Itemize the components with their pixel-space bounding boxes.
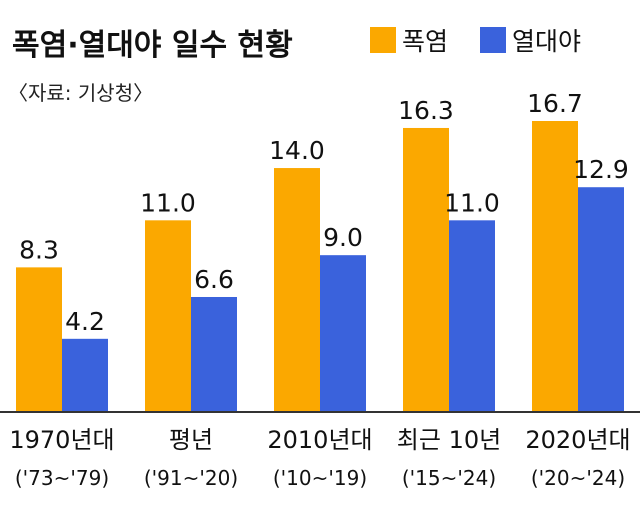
value-label-tropical-night-2: 9.0 [323,223,363,252]
value-label-heatwave-2: 14.0 [269,136,325,165]
category-sublabel-2: ('10~'19) [273,466,367,490]
bar-tropical-night-2 [320,255,366,412]
value-label-heatwave-1: 11.0 [140,188,196,217]
legend-label-heatwave: 폭염 [402,27,448,56]
value-label-heatwave-4: 16.7 [527,89,583,118]
bar-heatwave-1 [145,220,191,412]
legend-swatch-heatwave [370,27,396,53]
bar-tropical-night-3 [449,220,495,412]
bar-heatwave-3 [403,127,449,412]
category-sublabel-0: ('73~'79) [15,466,109,490]
category-sublabel-1: ('91~'20) [144,466,238,490]
chart-title: 폭염·열대야 일수 현황 [12,28,293,63]
value-label-heatwave-0: 8.3 [19,235,59,264]
category-label-2: 2010년대 [267,426,372,454]
value-label-tropical-night-4: 12.9 [573,155,629,184]
category-sublabel-3: ('15~'24) [402,466,496,490]
legend-label-tropical-night: 열대야 [512,27,581,56]
plot-area: 8.3 4.2 1970년대 ('73~'79) 11.0 6.6 평년 ('91~'20) 1… [9,89,630,490]
category-label-0: 1970년대 [9,426,114,454]
value-label-tropical-night-3: 11.0 [444,188,500,217]
value-label-tropical-night-1: 6.6 [194,265,234,294]
value-label-tropical-night-0: 4.2 [65,307,105,336]
bar-tropical-night-1 [191,296,237,412]
legend-swatch-tropical-night [480,27,506,53]
chart-source: 〈자료: 기상청〉 [8,81,153,105]
category-label-4: 2020년대 [525,426,630,454]
bar-heatwave-2 [274,168,320,412]
bar-tropical-night-0 [62,338,108,412]
value-label-heatwave-3: 16.3 [398,96,454,125]
category-label-3: 최근 10년 [397,426,501,454]
legend: 폭염 열대야 [370,27,581,56]
bar-tropical-night-4 [578,187,624,412]
category-label-1: 평년 [169,426,213,454]
bar-heatwave-4 [532,121,578,412]
bar-heatwave-0 [16,267,62,412]
category-sublabel-4: ('20~'24) [531,466,625,490]
